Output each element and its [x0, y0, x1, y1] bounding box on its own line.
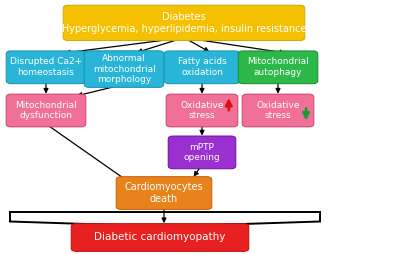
- FancyBboxPatch shape: [84, 51, 164, 87]
- Text: Oxidative
stress: Oxidative stress: [256, 101, 300, 120]
- Text: Disrupted Ca2+
homeostasis: Disrupted Ca2+ homeostasis: [10, 57, 82, 77]
- FancyBboxPatch shape: [238, 51, 318, 84]
- FancyBboxPatch shape: [116, 177, 212, 209]
- FancyBboxPatch shape: [242, 94, 314, 127]
- FancyBboxPatch shape: [166, 94, 238, 127]
- FancyBboxPatch shape: [6, 51, 86, 84]
- FancyBboxPatch shape: [71, 224, 249, 251]
- Text: Mitochondrial
autophagy: Mitochondrial autophagy: [247, 57, 309, 77]
- Text: Diabetes
(Hyperglycemia, hyperlipidemia, insulin resistance): Diabetes (Hyperglycemia, hyperlipidemia,…: [58, 12, 310, 34]
- Text: Oxidative
stress: Oxidative stress: [180, 101, 224, 120]
- Text: Fatty acids
oxidation: Fatty acids oxidation: [178, 57, 226, 77]
- FancyBboxPatch shape: [6, 94, 86, 127]
- Text: mPTP
opening: mPTP opening: [184, 142, 220, 162]
- FancyBboxPatch shape: [168, 136, 236, 169]
- FancyBboxPatch shape: [63, 5, 305, 41]
- FancyBboxPatch shape: [164, 51, 240, 84]
- Text: Mitochondrial
dysfunction: Mitochondrial dysfunction: [15, 101, 77, 120]
- Text: Abnormal
mitochondrial
morphology: Abnormal mitochondrial morphology: [93, 54, 155, 84]
- Text: Cardiomyocytes
death: Cardiomyocytes death: [125, 182, 203, 204]
- Text: Diabetic cardiomyopathy: Diabetic cardiomyopathy: [94, 232, 226, 243]
